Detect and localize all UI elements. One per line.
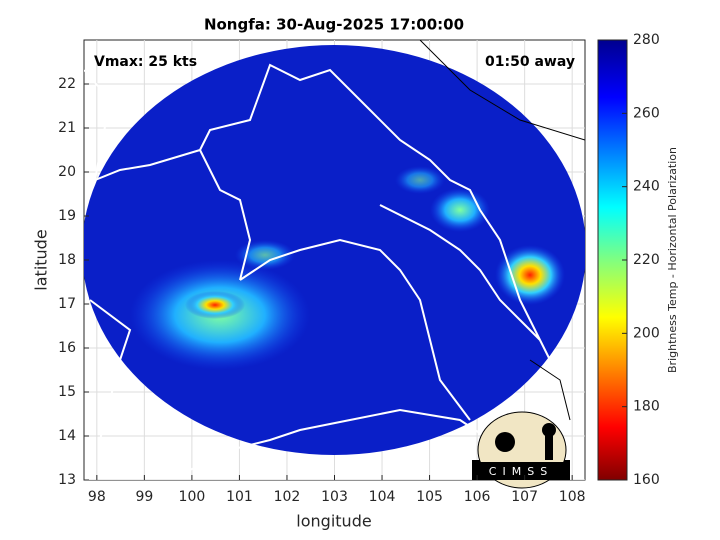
x-tick-label: 98 (88, 489, 106, 505)
y-tick-label: 21 (58, 120, 76, 136)
logo-text: CIMSS (489, 465, 553, 478)
vmax-label: Vmax: 25 kts (94, 54, 197, 70)
colorbar-tick-label: 180 (633, 399, 660, 415)
borders (84, 63, 561, 471)
x-tick-label: 100 (179, 489, 206, 505)
x-tick-label: 105 (416, 489, 443, 505)
x-tick-label: 108 (559, 489, 586, 505)
y-tick-label: 13 (58, 472, 76, 488)
logo-band (472, 462, 570, 480)
y-tick-label: 16 (58, 340, 76, 356)
map-title: Nongfa: 30-Aug-2025 17:00:00 (204, 16, 464, 34)
colorbar-label: Brightness Temp - Horizontal Polarizatio… (666, 147, 679, 373)
swath-disk (84, 45, 585, 455)
logo-tank (542, 423, 556, 437)
y-tick-label: 15 (58, 384, 76, 400)
y-tick-label: 18 (58, 252, 76, 268)
logo-tower (545, 430, 553, 460)
colorbar-tick-label: 220 (633, 252, 660, 268)
y-tick-label: 17 (58, 296, 76, 312)
x-tick-label: 104 (369, 489, 396, 505)
x-tick-label: 99 (135, 489, 153, 505)
cloud (395, 166, 445, 194)
x-axis-label: longitude (296, 512, 371, 531)
y-tick-label: 22 (58, 76, 76, 92)
x-tick-label: 106 (464, 489, 491, 505)
colorbar-tick-label: 260 (633, 105, 660, 121)
colorbar-tick-label: 280 (633, 32, 660, 48)
colorbar-tick-label: 240 (633, 179, 660, 195)
x-tick-label: 102 (274, 489, 301, 505)
x-tick-label: 103 (321, 489, 348, 505)
cloud (235, 240, 295, 270)
cimss-logo: CIMSS (472, 411, 570, 489)
x-tick-label: 107 (511, 489, 538, 505)
logo-dish (495, 432, 515, 452)
cloud (185, 291, 245, 319)
y-tick-label: 19 (58, 208, 76, 224)
swath (84, 40, 585, 471)
colorbar-tick-label: 200 (633, 325, 660, 341)
y-axis-label: latitude (32, 229, 51, 290)
x-tick-label: 101 (226, 489, 253, 505)
y-tick-label: 20 (58, 164, 76, 180)
distance-label: 01:50 away (485, 54, 575, 70)
y-tick-label: 14 (58, 428, 76, 444)
cloud (495, 245, 565, 305)
colorbar-tick-label: 160 (633, 472, 660, 488)
coastline (419, 40, 585, 421)
